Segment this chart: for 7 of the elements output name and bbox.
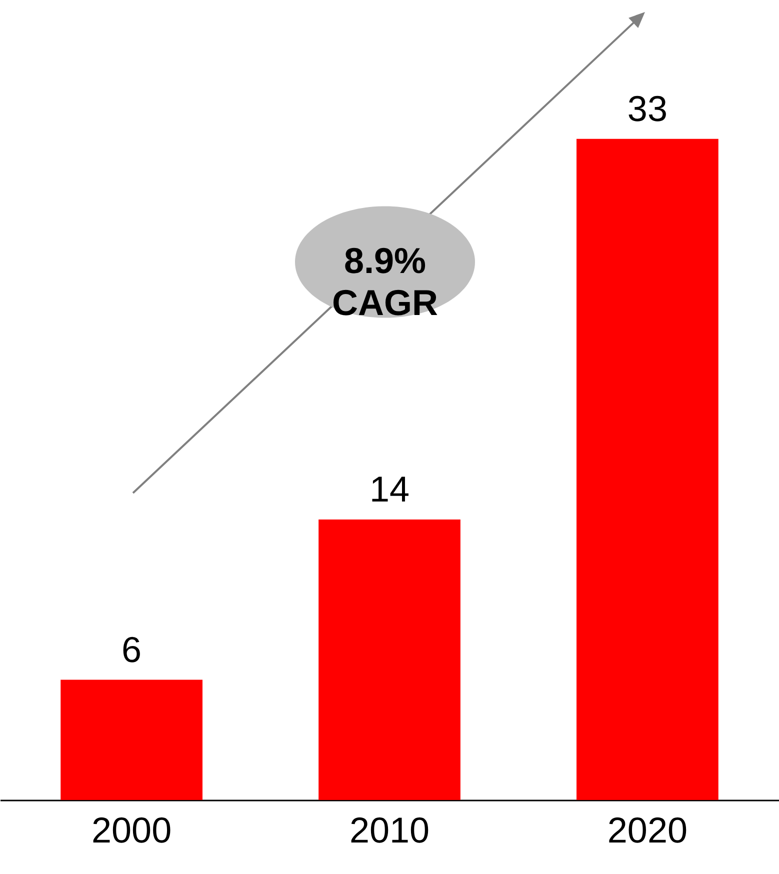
x-tick-label: 2020 xyxy=(607,810,688,850)
annotation: 8.9% CAGR xyxy=(332,240,438,323)
x-tick-label: 2000 xyxy=(92,810,172,850)
data-label: 14 xyxy=(369,468,410,510)
x-tick-label: 2010 xyxy=(349,810,430,850)
data-label: 6 xyxy=(122,628,142,670)
data-label: 33 xyxy=(627,88,668,129)
